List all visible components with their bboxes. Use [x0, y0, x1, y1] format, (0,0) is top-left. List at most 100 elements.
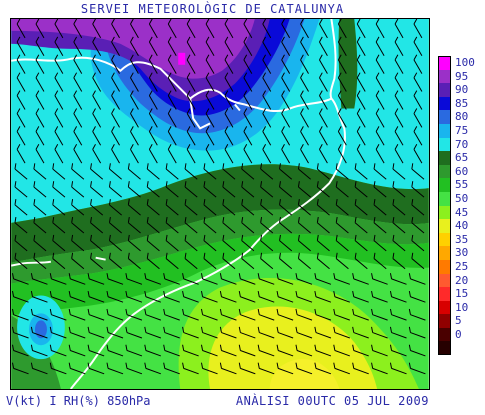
- wind-barb: [125, 273, 143, 285]
- wind-barb: [146, 199, 160, 216]
- wind-barb: [68, 326, 86, 339]
- wind-barb: [167, 90, 177, 110]
- wind-barb: [87, 308, 105, 321]
- wind-barb: [319, 72, 328, 92]
- wind-barb: [186, 90, 196, 110]
- wind-barb: [49, 344, 67, 357]
- wind-barb: [279, 252, 293, 270]
- wind-barb: [16, 54, 26, 74]
- wind-barb: [375, 108, 385, 128]
- legend-swatch: [438, 151, 451, 165]
- wind-barb: [295, 362, 313, 375]
- wind-barb: [392, 252, 406, 270]
- wind-barb: [335, 181, 349, 198]
- wind-barb: [92, 108, 102, 128]
- wind-barb: [297, 234, 311, 252]
- legend-label: 80: [455, 110, 469, 124]
- wind-barb: [130, 19, 139, 39]
- wind-barb: [337, 144, 347, 164]
- wind-barb: [49, 290, 67, 303]
- wind-barb: [130, 54, 139, 74]
- wind-barb: [167, 126, 177, 146]
- wind-barb: [297, 163, 311, 180]
- wind-barb: [295, 308, 313, 321]
- legend-swatch: [438, 341, 451, 356]
- wind-barb: [184, 163, 198, 180]
- legend-swatch: [438, 69, 451, 84]
- wind-barb: [73, 108, 83, 128]
- wind-barb: [186, 19, 196, 39]
- legend-label: 30: [455, 246, 469, 260]
- wind-barb: [356, 19, 366, 39]
- wind-barb: [30, 344, 48, 357]
- legend-entry: [438, 341, 483, 356]
- wind-barb: [148, 54, 158, 74]
- wind-barb: [16, 126, 26, 146]
- wind-barb: [394, 19, 404, 39]
- wind-barb: [90, 181, 104, 198]
- legend-entry: 55: [438, 178, 483, 192]
- wind-barb: [257, 308, 275, 321]
- wind-barb: [300, 108, 309, 128]
- wind-barb: [92, 144, 102, 164]
- wind-barb: [389, 290, 407, 303]
- wind-barb: [127, 163, 141, 180]
- wind-barb: [411, 199, 425, 216]
- legend-swatch: [438, 96, 451, 111]
- wind-barb: [130, 72, 139, 92]
- wind-barb: [146, 234, 160, 252]
- wind-barb: [111, 90, 120, 110]
- legend-label: 60: [455, 164, 469, 178]
- wind-barb: [375, 72, 385, 92]
- wind-barb: [375, 90, 385, 110]
- legend-entry: 65: [438, 151, 483, 165]
- wind-barb: [14, 199, 28, 216]
- wind-barb: [241, 252, 255, 270]
- wind-barb: [262, 126, 272, 146]
- legend-swatch: [438, 56, 451, 70]
- wind-barb: [238, 290, 256, 303]
- wind-barb: [316, 181, 330, 198]
- wind-barb: [30, 308, 48, 321]
- wind-barb: [52, 252, 66, 270]
- wind-barb: [394, 108, 404, 128]
- wind-barb: [295, 326, 313, 339]
- wind-barb: [276, 362, 294, 375]
- wind-barb: [182, 362, 199, 375]
- wind-barb: [30, 326, 48, 339]
- wind-barb: [125, 344, 143, 357]
- legend-label: 35: [455, 232, 469, 246]
- wind-barb: [300, 36, 309, 56]
- wind-barb: [243, 54, 253, 74]
- legend-label: 90: [455, 83, 469, 97]
- wind-barb: [54, 36, 64, 56]
- wind-barb: [352, 344, 369, 357]
- wind-barb: [257, 326, 275, 339]
- legend-entry: 95: [438, 69, 483, 84]
- wind-barb: [73, 19, 83, 39]
- wind-barb: [241, 181, 255, 198]
- wind-barb: [49, 326, 67, 339]
- wind-barb: [394, 36, 404, 56]
- wind-barb: [148, 144, 158, 164]
- wind-barb: [281, 36, 291, 56]
- legend-label: 95: [455, 69, 469, 83]
- legend-entry: 80: [438, 110, 483, 124]
- wind-barb: [200, 326, 218, 339]
- wind-barb: [224, 54, 234, 74]
- legend-swatch: [438, 137, 451, 152]
- wind-barb: [281, 144, 291, 164]
- legend-label: 15: [455, 287, 469, 301]
- wind-barb: [241, 163, 255, 180]
- wind-barb: [205, 90, 215, 110]
- wind-barb: [375, 36, 385, 56]
- wind-barb: [52, 163, 66, 180]
- wind-barb: [54, 108, 64, 128]
- wind-barb: [92, 54, 102, 74]
- wind-barb: [219, 290, 237, 303]
- wind-barb: [14, 234, 28, 252]
- wind-barb: [257, 362, 275, 375]
- wind-barb: [300, 19, 309, 39]
- wind-barb: [182, 326, 199, 339]
- wind-barb: [205, 54, 215, 74]
